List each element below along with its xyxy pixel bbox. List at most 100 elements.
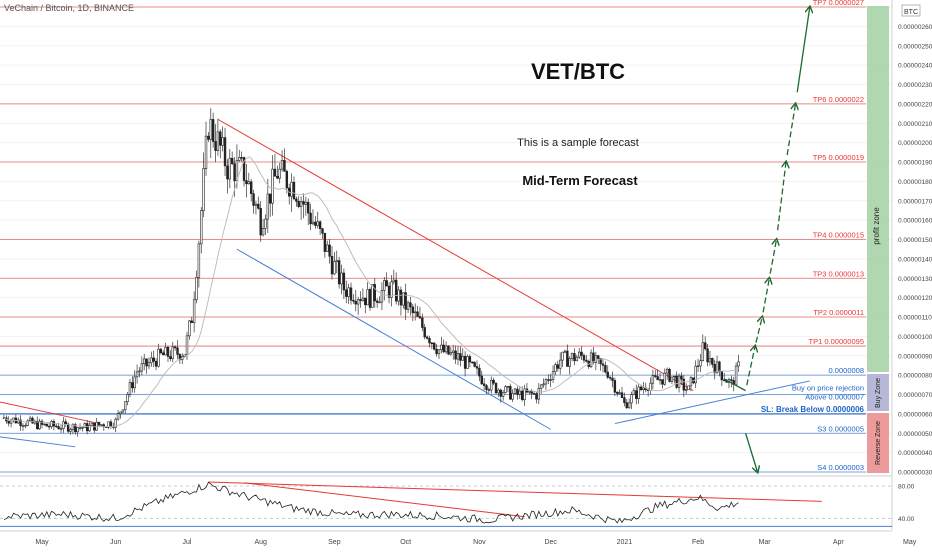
candle-body bbox=[516, 388, 519, 395]
candle-body bbox=[682, 378, 686, 391]
candle-body bbox=[375, 300, 379, 303]
candle-body bbox=[64, 421, 67, 425]
time-tick: 2021 bbox=[617, 539, 633, 546]
candle-body bbox=[57, 426, 60, 430]
candle-body bbox=[670, 376, 674, 382]
candle-body bbox=[45, 423, 48, 427]
price-tick: 0.00000180 bbox=[898, 179, 932, 186]
candle-body bbox=[347, 287, 350, 297]
candle-body bbox=[694, 365, 697, 384]
candle-body bbox=[637, 386, 640, 399]
candle-body bbox=[159, 348, 163, 354]
price-tick: 0.00000120 bbox=[898, 295, 932, 302]
level-label: TP3 0.0000013 bbox=[813, 269, 864, 278]
candle-body bbox=[62, 421, 65, 429]
candle-body bbox=[720, 371, 724, 381]
candle-body bbox=[642, 387, 645, 390]
candle-body bbox=[318, 221, 322, 229]
candle-body bbox=[537, 387, 541, 400]
candle-body bbox=[418, 316, 422, 319]
candle-body bbox=[416, 311, 419, 317]
price-tick: 0.00000170 bbox=[898, 198, 932, 205]
candle-body bbox=[523, 388, 526, 401]
forecast-arrow-entry bbox=[723, 378, 746, 392]
candle-body bbox=[713, 364, 716, 374]
candle-body bbox=[273, 168, 277, 177]
price-tick: 0.00000040 bbox=[898, 450, 932, 457]
time-axis: May Jun Jul Aug Sep Oct Nov Dec 2021 Feb Mar Apr May bbox=[35, 539, 916, 546]
candle-body bbox=[544, 379, 548, 385]
candle-body bbox=[620, 392, 624, 398]
candle-body bbox=[223, 137, 227, 167]
candle-body bbox=[696, 365, 700, 367]
candle-body bbox=[145, 358, 148, 367]
candle-body bbox=[475, 366, 479, 369]
candle-body bbox=[570, 353, 574, 359]
candle-body bbox=[292, 181, 296, 200]
candle-body bbox=[658, 379, 662, 381]
reverse-forecast-arrow bbox=[744, 433, 758, 472]
candle-body bbox=[623, 397, 626, 403]
candle-body bbox=[447, 345, 450, 355]
candle-body bbox=[221, 137, 224, 146]
candle-body bbox=[285, 171, 289, 189]
candle-body bbox=[304, 201, 308, 205]
candle-body bbox=[661, 379, 664, 385]
candle-body bbox=[689, 377, 693, 387]
candle-body bbox=[276, 175, 279, 179]
candle-body bbox=[21, 425, 25, 427]
candle-body bbox=[278, 168, 281, 179]
candle-body bbox=[195, 277, 198, 301]
forecast-arrow bbox=[762, 278, 769, 313]
candle-body bbox=[737, 361, 740, 367]
candle-body bbox=[176, 347, 179, 355]
candle-body bbox=[190, 320, 193, 323]
price-tick: 0.00000050 bbox=[898, 431, 932, 438]
candle-body bbox=[240, 157, 243, 159]
candle-body bbox=[216, 131, 220, 151]
candle-body bbox=[592, 352, 595, 363]
candle-body bbox=[568, 358, 571, 367]
candle-body bbox=[632, 390, 636, 396]
candle-body bbox=[558, 359, 562, 369]
candle-body bbox=[699, 360, 702, 367]
time-tick: Dec bbox=[544, 539, 557, 546]
candle-body bbox=[463, 355, 467, 369]
candle-body bbox=[575, 356, 579, 362]
rsi-trendline-red-2 bbox=[243, 482, 525, 518]
candle-body bbox=[627, 402, 631, 409]
candle-body bbox=[573, 353, 576, 362]
candle-body bbox=[249, 181, 253, 194]
candle-body bbox=[539, 384, 543, 389]
candle-body bbox=[162, 352, 165, 356]
rsi-trendline-red bbox=[208, 481, 822, 502]
candle-body bbox=[81, 427, 84, 429]
forecast-arrow bbox=[777, 162, 786, 231]
candle-body bbox=[119, 411, 122, 414]
candle-body bbox=[513, 388, 517, 394]
candle-body bbox=[454, 350, 457, 360]
candle-body bbox=[554, 364, 557, 372]
candle-body bbox=[494, 382, 498, 394]
candle-body bbox=[207, 135, 210, 140]
candle-body bbox=[608, 377, 612, 379]
candle-body bbox=[663, 372, 666, 385]
price-tick: 0.00000080 bbox=[898, 373, 932, 380]
price-tick: 0.00000130 bbox=[898, 276, 932, 283]
price-tick: 0.00000200 bbox=[898, 140, 932, 147]
candle-body bbox=[257, 203, 260, 209]
candle-body bbox=[143, 358, 146, 364]
candle-body bbox=[718, 361, 721, 373]
candle-body bbox=[390, 281, 393, 298]
candle-body bbox=[66, 423, 70, 432]
price-tick: 0.00000090 bbox=[898, 353, 932, 360]
symbol-line: VeChain / Bitcoin, 1D, BINANCE bbox=[4, 3, 135, 13]
candle-body bbox=[497, 389, 500, 394]
candle-body bbox=[204, 135, 208, 169]
candle-body bbox=[123, 401, 127, 411]
candle-body bbox=[352, 299, 355, 302]
candle-body bbox=[128, 382, 132, 395]
candle-body bbox=[183, 354, 186, 357]
candle-body bbox=[542, 383, 545, 386]
